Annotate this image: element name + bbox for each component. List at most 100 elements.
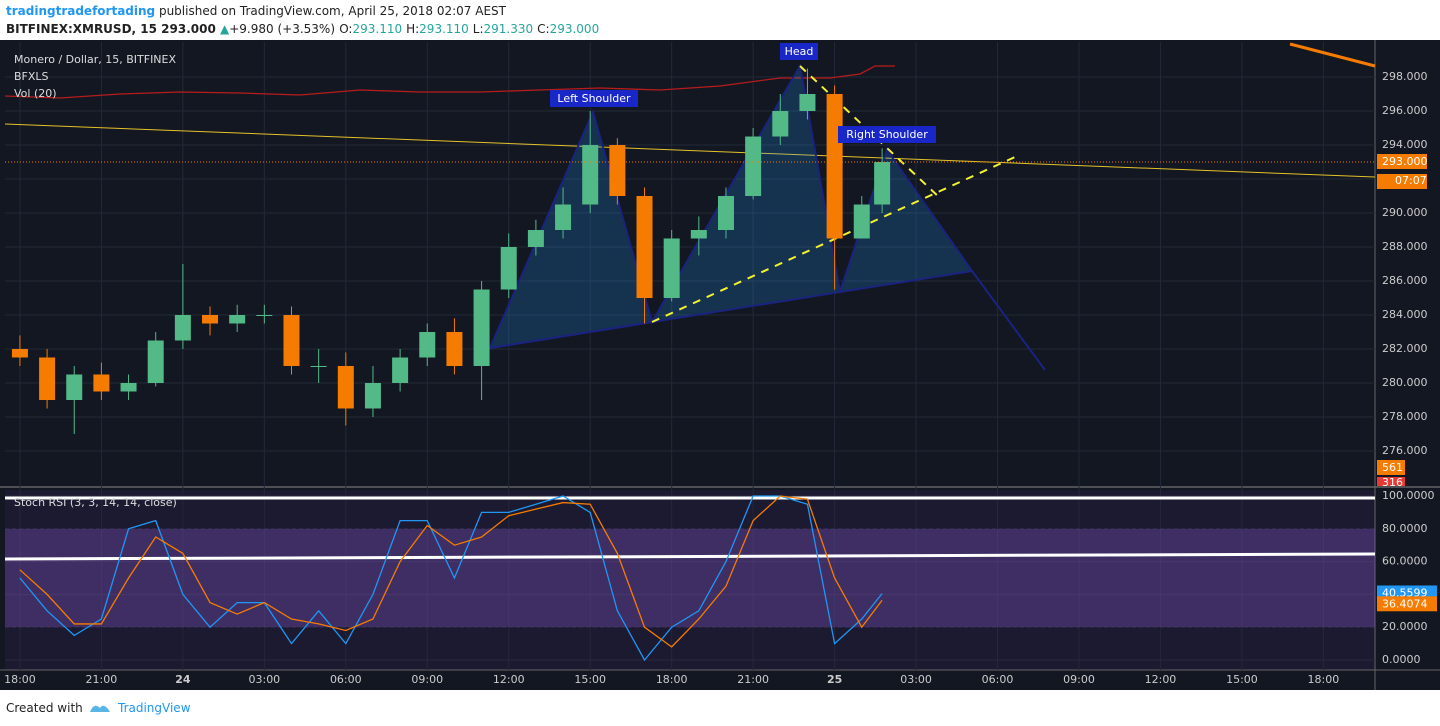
candle-body xyxy=(527,230,544,248)
orange-line xyxy=(1289,42,1376,68)
label-box xyxy=(550,90,638,107)
candle-body xyxy=(419,331,436,358)
change: +9.980 (+3.53%) xyxy=(229,22,335,36)
volume-tag-label: 561 xyxy=(1382,461,1403,474)
y-tick-label: 288.000 xyxy=(1382,240,1428,253)
author[interactable]: tradingtradefortading xyxy=(6,4,156,18)
y-tick-label: 284.000 xyxy=(1382,308,1428,321)
last-price-label: 293.000 xyxy=(1382,155,1428,168)
stoch-pane xyxy=(5,490,1375,670)
candle-body xyxy=(39,357,56,400)
header-line: tradingtradefortading published on Tradi… xyxy=(6,4,506,18)
stoch-line xyxy=(19,495,883,662)
candle-body xyxy=(745,136,762,197)
volume-tag xyxy=(1377,477,1405,486)
logo xyxy=(90,705,110,712)
x-tick-label: 18:00 xyxy=(1308,673,1340,686)
symbol: BITFINEX:XMRUSD, 15 xyxy=(6,22,157,36)
x-tick-label: 24 xyxy=(175,673,191,686)
ohlc-value: 293.110 xyxy=(352,22,403,36)
x-tick-label: 18:00 xyxy=(4,673,36,686)
drawn-line xyxy=(4,552,1376,561)
stoch-band-fill xyxy=(5,528,1375,628)
ohlc-value: 293.000 xyxy=(549,22,600,36)
candle-body xyxy=(310,365,327,367)
annotation: Right Shoulder xyxy=(846,128,928,141)
legend-title: Monero / Dollar, 15, BITFINEX xyxy=(14,53,176,66)
x-tick-label: 12:00 xyxy=(493,673,525,686)
candle-body xyxy=(582,145,599,205)
candle-body xyxy=(283,314,300,366)
published: published on TradingView.com, April 25, … xyxy=(158,4,506,18)
y-tick-label: 60.0000 xyxy=(1382,555,1428,568)
footer: Created with TradingView xyxy=(0,690,1440,726)
candle-body xyxy=(799,94,816,112)
volume-tag xyxy=(1377,460,1405,475)
x-tick-label: 06:00 xyxy=(330,673,362,686)
candle-body xyxy=(473,289,490,366)
pattern-base xyxy=(489,321,653,349)
value-tag-label: 36.4074 xyxy=(1382,597,1428,610)
x-tick-label: 03:00 xyxy=(900,673,932,686)
last-price-tag xyxy=(1377,154,1427,170)
ohlc-key: C: xyxy=(537,22,550,36)
chart: 276.000 278.000 280.000 282.000 284.000 286.0… xyxy=(0,40,1440,690)
y-tick-label: 296.000 xyxy=(1382,104,1428,117)
candle-body xyxy=(609,145,626,197)
value-tag-label: 40.5599 xyxy=(1382,586,1428,599)
candle-body xyxy=(853,204,870,239)
ohlc: O:293.110 H:293.110 L:291.330 C:293.000 xyxy=(339,22,603,36)
candle-body xyxy=(874,162,891,205)
ohlc-key: H: xyxy=(406,22,420,36)
candle-body xyxy=(174,314,191,341)
y-tick-label: 294.000 xyxy=(1382,138,1428,151)
ohlc-key: O: xyxy=(339,22,353,36)
x-tick-label: 21:00 xyxy=(86,673,118,686)
y-tick-label: 282.000 xyxy=(1382,342,1428,355)
y-tick-label: 20.0000 xyxy=(1382,620,1428,633)
brand[interactable]: TradingView xyxy=(118,701,191,715)
x-tick-label: 06:00 xyxy=(982,673,1014,686)
candle-body xyxy=(364,382,381,409)
x-tick-label: 09:00 xyxy=(1063,673,1095,686)
candle-body xyxy=(120,382,137,392)
y-tick-label: 80.0000 xyxy=(1382,522,1428,535)
price: 293.000 xyxy=(161,22,216,36)
stoch-band xyxy=(5,528,1375,628)
header: tradingtradefortading published on Tradi… xyxy=(0,0,1440,40)
x-tick-label: 21:00 xyxy=(737,673,769,686)
annotation: Head xyxy=(785,45,814,58)
candle-body xyxy=(772,111,789,137)
y-tick-label: 290.000 xyxy=(1382,206,1428,219)
candle-body xyxy=(229,314,246,324)
annotation: Left Shoulder xyxy=(557,92,631,105)
label-box xyxy=(780,43,818,60)
volume-tag-label: 316 xyxy=(1382,476,1403,489)
candle-body xyxy=(690,230,707,239)
x-tick-label: 25 xyxy=(827,673,842,686)
y-tick-label: 0.0000 xyxy=(1382,653,1421,666)
y-tick-label: 298.000 xyxy=(1382,70,1428,83)
candle-body xyxy=(555,204,572,231)
x-tick-label: 09:00 xyxy=(411,673,443,686)
candle-body xyxy=(636,196,653,298)
legend-item: Vol (20) xyxy=(14,87,57,100)
ohlc-key: L: xyxy=(472,22,484,36)
created: Created with xyxy=(6,701,83,715)
x-tick-label: 15:00 xyxy=(1226,673,1258,686)
countdown: 07:07 xyxy=(1395,174,1427,187)
candle-body xyxy=(392,357,409,383)
y-tick-label: 286.000 xyxy=(1382,274,1428,287)
change-arrow: ▲ xyxy=(220,22,230,36)
candle-body xyxy=(202,314,219,324)
candle-body xyxy=(256,314,273,316)
x-tick-label: 15:00 xyxy=(574,673,606,686)
marks xyxy=(5,68,1375,662)
stoch-line xyxy=(19,495,883,648)
candle-body xyxy=(337,365,354,409)
y-tick-label: 278.000 xyxy=(1382,410,1428,423)
neckline xyxy=(651,156,1016,323)
y-tick-label: 280.000 xyxy=(1382,376,1428,389)
candle-body xyxy=(93,374,110,392)
